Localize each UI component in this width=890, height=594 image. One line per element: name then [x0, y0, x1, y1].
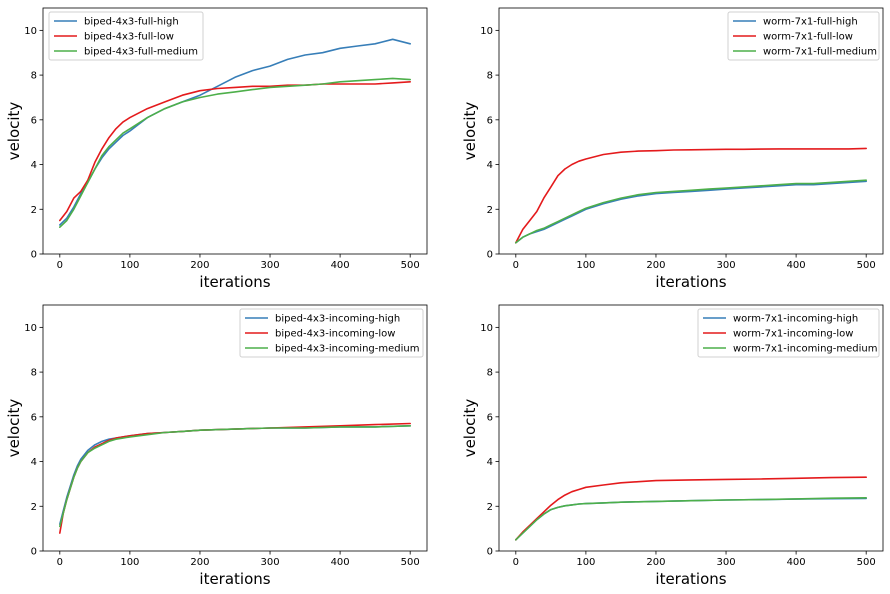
- series-line-worm-7x1-incoming-medium: [515, 497, 867, 541]
- chart-panel-1: 0 100 200 300 400 500 0 2 4 6 8 10 iterations velocit…: [5, 7, 428, 291]
- x-tick-label: 0: [57, 557, 63, 568]
- x-tick-label: 300: [716, 557, 735, 568]
- x-tick-label: 400: [331, 260, 350, 271]
- series-line-biped-4x3-full-medium: [59, 77, 411, 228]
- y-tick-label: 0: [31, 547, 37, 558]
- legend: worm-7x1-full-high worm-7x1-full-low worm-…: [727, 11, 880, 61]
- y-tick-label: 2: [487, 502, 493, 513]
- y-axis-label: velocity: [5, 399, 23, 458]
- y-tick-label: 8: [31, 71, 37, 82]
- x-tick-label: 500: [857, 260, 876, 271]
- legend-box: [48, 11, 204, 61]
- x-tick-label: 400: [331, 557, 350, 568]
- y-tick-label: 0: [487, 547, 493, 558]
- x-tick-label: 200: [646, 557, 665, 568]
- legend-entry: worm-7x1-incoming-medium: [733, 344, 877, 355]
- x-tick-label: 0: [513, 557, 519, 568]
- y-axis-label: velocity: [461, 102, 479, 161]
- legend-entry: biped-4x3-full-low: [84, 32, 174, 43]
- y-tick-label: 0: [31, 250, 37, 261]
- x-tick-label: 300: [716, 260, 735, 271]
- y-tick-label: 8: [487, 71, 493, 82]
- chart-panel-3: 0 100 200 300 400 500 0 2 4 6 8 10 iterations velocit…: [5, 304, 428, 588]
- series-line-worm-7x1-full-medium: [515, 179, 867, 244]
- legend-entry: worm-7x1-incoming-low: [733, 329, 853, 340]
- y-tick-label: 2: [31, 502, 37, 513]
- legend-box: [697, 308, 880, 358]
- x-tick-label: 100: [120, 260, 139, 271]
- chart-panel-4: 0 100 200 300 400 500 0 2 4 6 8 10 iterations velocit…: [461, 304, 884, 588]
- legend-entry: biped-4x3-incoming-high: [275, 314, 400, 325]
- x-tick-label: 0: [513, 260, 519, 271]
- series-line-worm-7x1-full-low: [515, 147, 867, 244]
- x-tick-label: 500: [401, 260, 420, 271]
- y-tick-label: 10: [24, 323, 37, 334]
- series-line-biped-4x3-full-low: [59, 81, 411, 222]
- x-tick-label: 100: [576, 557, 595, 568]
- series-line-worm-7x1-full-high: [515, 180, 867, 244]
- x-tick-label: 100: [120, 557, 139, 568]
- y-tick-label: 8: [487, 368, 493, 379]
- x-tick-label: 300: [260, 557, 279, 568]
- y-tick-label: 2: [31, 205, 37, 216]
- legend-entry: worm-7x1-full-medium: [763, 47, 877, 58]
- legend-entry: biped-4x3-full-high: [84, 17, 179, 28]
- x-tick-label: 0: [57, 260, 63, 271]
- legend-entry: worm-7x1-full-high: [763, 17, 858, 28]
- y-tick-label: 4: [31, 160, 37, 171]
- y-tick-label: 8: [31, 368, 37, 379]
- y-tick-label: 10: [480, 26, 493, 37]
- x-tick-label: 500: [401, 557, 420, 568]
- plot-frame: [498, 7, 884, 255]
- x-tick-label: 400: [787, 260, 806, 271]
- y-tick-label: 6: [487, 412, 493, 423]
- x-axis-label: iterations: [199, 273, 270, 291]
- y-tick-label: 6: [31, 412, 37, 423]
- x-tick-label: 500: [857, 557, 876, 568]
- legend: biped-4x3-incoming-high biped-4x3-incomin…: [239, 308, 424, 358]
- x-tick-label: 100: [576, 260, 595, 271]
- x-axis-label: iterations: [199, 570, 270, 588]
- x-axis-label: iterations: [655, 273, 726, 291]
- y-tick-label: 4: [487, 457, 493, 468]
- y-tick-label: 0: [487, 250, 493, 261]
- plot-frame: [42, 304, 428, 552]
- x-axis-label: iterations: [655, 570, 726, 588]
- x-tick-label: 200: [646, 260, 665, 271]
- legend-box: [727, 11, 880, 61]
- series-line-worm-7x1-incoming-low: [515, 476, 867, 541]
- y-tick-label: 4: [487, 160, 493, 171]
- x-tick-label: 300: [260, 260, 279, 271]
- legend-entry: biped-4x3-full-medium: [84, 47, 198, 58]
- legend: worm-7x1-incoming-high worm-7x1-incoming-…: [697, 308, 880, 358]
- x-tick-label: 400: [787, 557, 806, 568]
- chart-panel-2: 0 100 200 300 400 500 0 2 4 6 8 10 iterations velocit…: [461, 7, 884, 291]
- series-line-biped-4x3-incoming-medium: [59, 425, 411, 528]
- y-tick-label: 6: [487, 115, 493, 126]
- y-axis-label: velocity: [5, 102, 23, 161]
- y-axis-label: velocity: [461, 399, 479, 458]
- legend-entry: biped-4x3-incoming-low: [275, 329, 395, 340]
- y-tick-label: 10: [24, 26, 37, 37]
- plot-frame: [42, 7, 428, 255]
- legend-entry: worm-7x1-incoming-high: [733, 314, 858, 325]
- legend-box: [239, 308, 424, 358]
- y-tick-label: 2: [487, 205, 493, 216]
- x-tick-label: 200: [190, 557, 209, 568]
- y-tick-label: 6: [31, 115, 37, 126]
- legend: biped-4x3-full-high biped-4x3-full-low bip…: [48, 11, 204, 61]
- x-tick-label: 200: [190, 260, 209, 271]
- y-tick-label: 4: [31, 457, 37, 468]
- plot-frame: [498, 304, 884, 552]
- legend-entry: worm-7x1-full-low: [763, 32, 853, 43]
- legend-entry: biped-4x3-incoming-medium: [275, 344, 419, 355]
- y-tick-label: 10: [480, 323, 493, 334]
